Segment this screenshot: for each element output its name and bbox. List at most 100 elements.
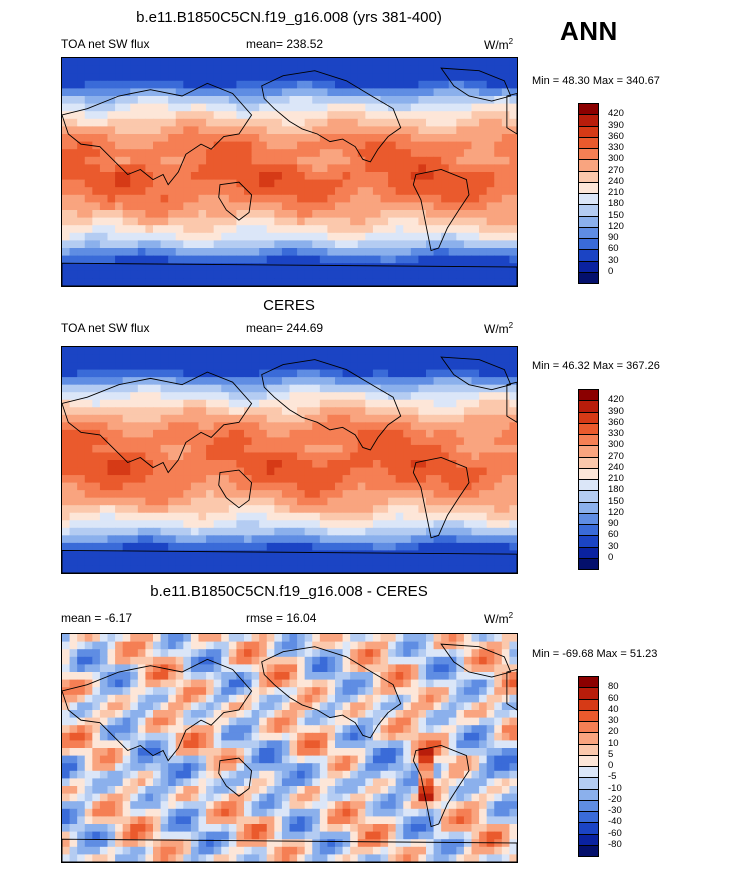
- field-cell: [289, 694, 298, 703]
- field-cell: [115, 770, 124, 779]
- field-cell: [244, 88, 253, 97]
- field-cell: [297, 672, 306, 681]
- field-cell: [304, 156, 313, 165]
- field-cell: [335, 557, 344, 566]
- field-cell: [198, 179, 207, 188]
- field-cell: [342, 512, 351, 521]
- field-cell: [190, 232, 200, 241]
- field-cell: [175, 649, 184, 658]
- field-cell: [107, 786, 116, 795]
- field-cell: [319, 384, 328, 393]
- field-cell: [471, 490, 480, 499]
- field-cell: [463, 255, 473, 264]
- field-cell: [115, 694, 124, 703]
- field-cell: [190, 460, 200, 469]
- field-cell: [319, 80, 328, 89]
- field-cell: [153, 649, 162, 658]
- field-cell: [479, 634, 488, 643]
- field-cell: [509, 134, 517, 143]
- field-cell: [228, 497, 237, 506]
- field-cell: [198, 362, 207, 371]
- field-cell: [456, 429, 465, 438]
- field-cell: [304, 672, 313, 681]
- field-cell: [441, 232, 450, 241]
- field-cell: [190, 217, 200, 226]
- field-cell: [130, 362, 139, 371]
- field-cell: [403, 557, 412, 566]
- field-cell: [175, 270, 184, 279]
- field-cell: [319, 565, 328, 573]
- field-cell: [190, 187, 200, 196]
- field-cell: [130, 679, 139, 688]
- field-cell: [479, 490, 488, 499]
- field-cell: [441, 793, 450, 802]
- coastline: [219, 182, 252, 220]
- field-cell: [456, 550, 465, 559]
- field-cell: [388, 710, 397, 719]
- field-cell: [448, 278, 457, 286]
- field-cell: [486, 217, 495, 226]
- field-cell: [418, 694, 427, 703]
- field-cell: [471, 194, 480, 203]
- field-cell: [357, 179, 366, 188]
- field-cell: [77, 535, 86, 544]
- field-cell: [122, 649, 131, 658]
- field-cell: [145, 240, 154, 249]
- field-cell: [168, 656, 177, 665]
- field-cell: [244, 399, 253, 408]
- field-cell: [274, 362, 283, 371]
- field-cell: [448, 490, 457, 499]
- field-cell: [160, 179, 169, 188]
- field-cell: [107, 377, 116, 386]
- field-cell: [319, 490, 328, 499]
- field-cell: [448, 702, 457, 711]
- field-cell: [448, 649, 457, 658]
- field-cell: [365, 634, 374, 643]
- field-cell: [365, 542, 374, 551]
- field-cell: [221, 384, 230, 393]
- field-cell: [312, 490, 321, 499]
- field-cell: [99, 111, 109, 120]
- field-cell: [145, 278, 154, 286]
- field-cell: [183, 111, 192, 120]
- field-cell: [312, 763, 321, 772]
- field-cell: [137, 732, 146, 741]
- field-cell: [160, 482, 169, 491]
- field-cell: [410, 103, 419, 112]
- field-cell: [62, 717, 71, 726]
- field-cell: [289, 141, 298, 150]
- field-cell: [122, 656, 131, 665]
- field-cell: [259, 164, 268, 173]
- field-cell: [145, 156, 154, 165]
- field-cell: [228, 362, 237, 371]
- field-cell: [372, 278, 382, 286]
- field-cell: [335, 710, 344, 719]
- field-cell: [107, 664, 116, 673]
- field-cell: [327, 126, 336, 135]
- field-cell: [448, 202, 457, 211]
- field-cell: [327, 710, 336, 719]
- field-cell: [509, 641, 517, 650]
- field-cell: [213, 414, 222, 423]
- field-cell: [266, 414, 275, 423]
- field-cell: [342, 202, 351, 211]
- field-cell: [145, 118, 154, 127]
- field-cell: [418, 278, 427, 286]
- field-cell: [410, 763, 419, 772]
- field-cell: [137, 369, 146, 378]
- field-cell: [99, 248, 109, 257]
- field-cell: [509, 270, 517, 279]
- field-cell: [335, 384, 344, 393]
- field-cell: [206, 437, 215, 446]
- field-cell: [395, 278, 404, 286]
- field-cell: [168, 414, 177, 423]
- field-cell: [501, 384, 510, 393]
- field-cell: [266, 255, 275, 264]
- field-cell: [350, 96, 359, 105]
- field-cell: [115, 65, 124, 74]
- field-cell: [168, 793, 177, 802]
- field-cell: [312, 429, 321, 438]
- field-cell: [221, 475, 230, 484]
- field-cell: [403, 149, 412, 158]
- field-cell: [221, 263, 230, 272]
